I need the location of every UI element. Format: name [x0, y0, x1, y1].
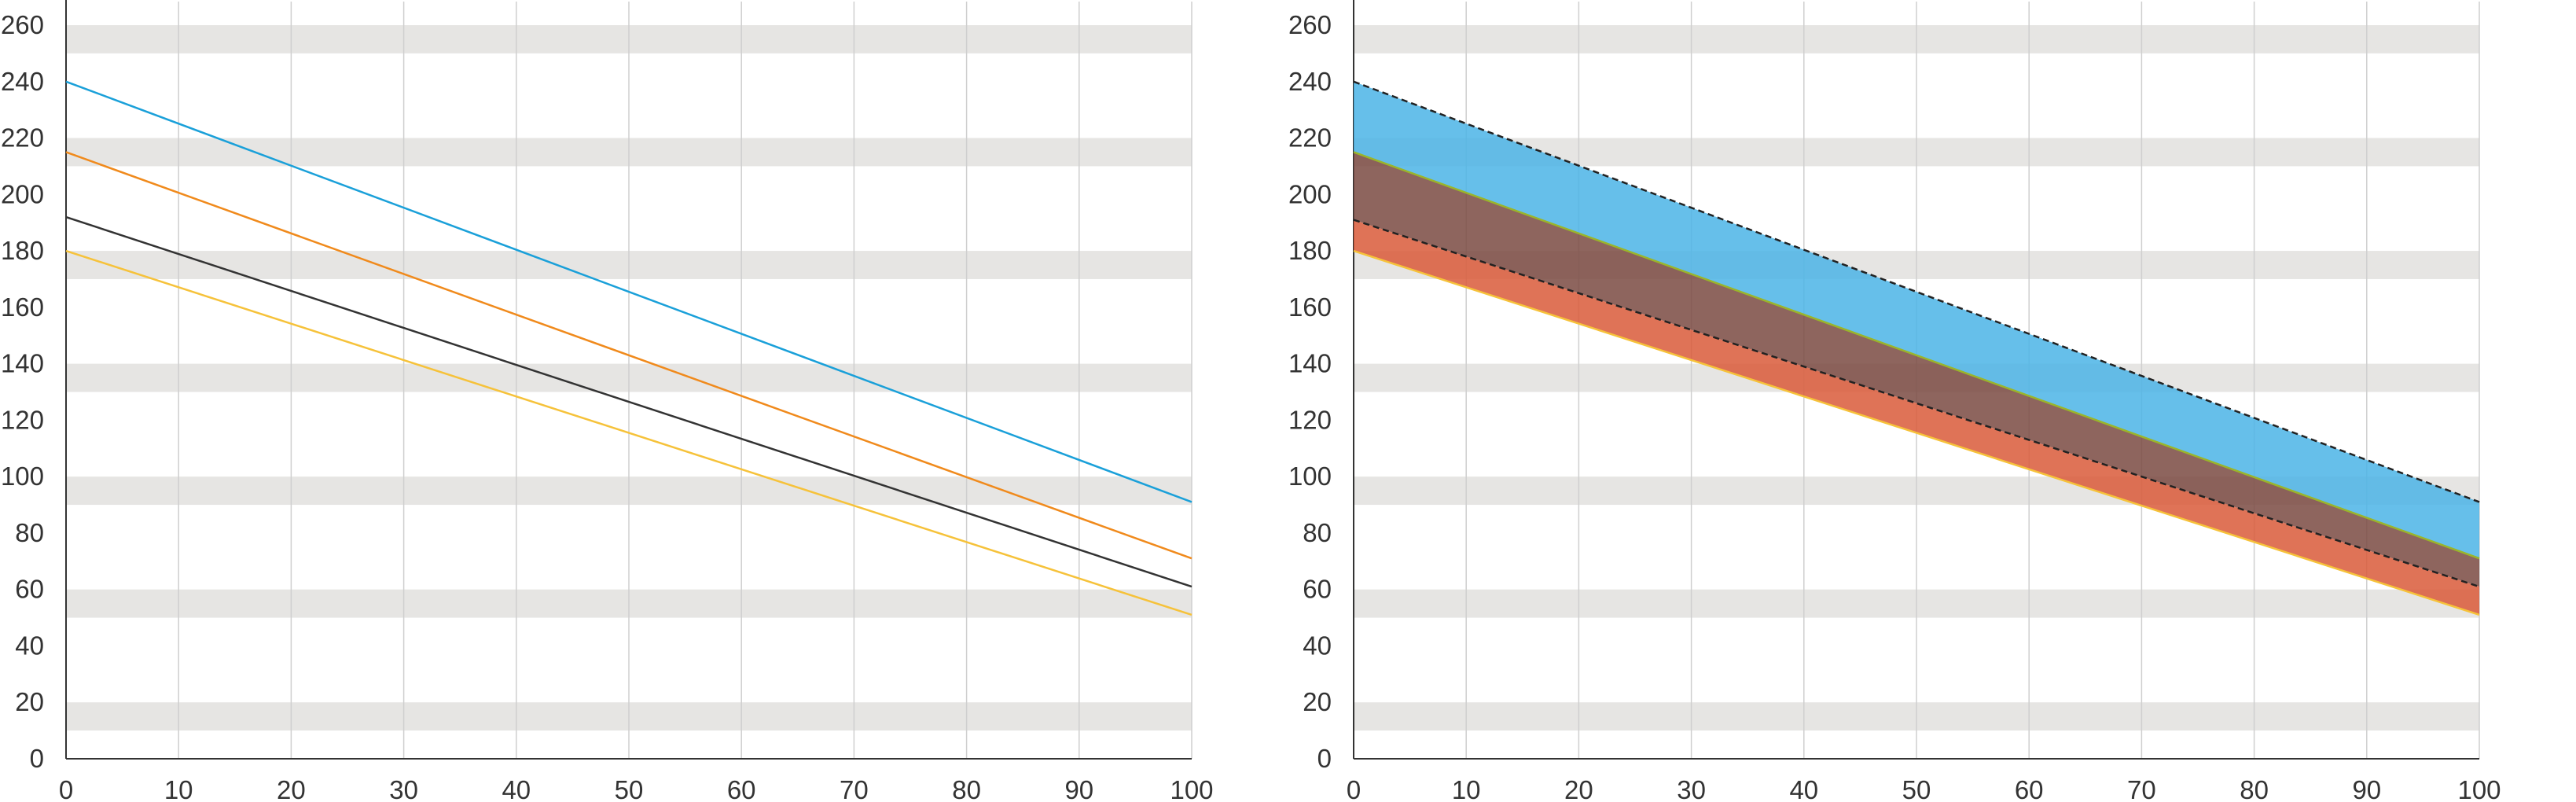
y-tick-label: 80: [1303, 518, 1332, 547]
x-tick-label: 70: [840, 775, 869, 802]
x-tick-label: 90: [1064, 775, 1093, 802]
area-band-1: [1354, 81, 2479, 559]
y-tick-label: 140: [1288, 349, 1332, 378]
y-tick-label: 220: [1288, 123, 1332, 153]
series-line-4: [65, 249, 1192, 616]
x-tick-label: 40: [502, 775, 531, 802]
x-tick-label: 30: [389, 775, 418, 802]
boundary-line-4: [1353, 249, 2480, 616]
area-chart: 0 20 40 60 80 100 120 140 160 180 200 220 240 260 0 10 2…: [1288, 0, 2501, 802]
x-tick-label: 0: [59, 775, 73, 802]
y-tick-label: 20: [15, 687, 44, 716]
x-tick-label: 40: [1789, 775, 1818, 802]
x-tick-label: 60: [727, 775, 756, 802]
series-line-2: [65, 151, 1192, 560]
x-tick-label: 10: [164, 775, 193, 802]
y-tick-label: 120: [1288, 405, 1332, 434]
boundary-line-2: [1353, 151, 2480, 560]
y-tick-label: 140: [1, 349, 44, 378]
y-tick-label: 260: [1288, 10, 1332, 39]
y-tick-label: 220: [1, 123, 44, 153]
y-tick-label: 40: [1303, 631, 1332, 660]
y-tick-label: 100: [1, 462, 44, 491]
y-tick-label: 120: [1, 405, 44, 434]
y-tick-label: 240: [1, 67, 44, 96]
y-tick-label: 240: [1288, 67, 1332, 96]
y-tick-label: 260: [1, 10, 44, 39]
x-tick-label: 60: [2015, 775, 2044, 802]
y-tick-label: 200: [1, 179, 44, 208]
x-tick-label: 30: [1677, 775, 1706, 802]
y-tick-label: 60: [1303, 575, 1332, 604]
series-line-1: [65, 80, 1192, 503]
x-tick-label: 100: [1170, 775, 1213, 802]
y-tick-label: 160: [1, 292, 44, 322]
x-tick-label: 90: [2352, 775, 2381, 802]
x-tick-label: 20: [1564, 775, 1593, 802]
x-tick-label: 50: [615, 775, 644, 802]
boundary-line-3: [1353, 219, 2480, 588]
x-tick-label: 10: [1452, 775, 1481, 802]
x-tick-label: 100: [2457, 775, 2501, 802]
y-tick-label: 20: [1303, 687, 1332, 716]
y-tick-label: 0: [30, 744, 44, 773]
x-tick-label: 80: [2240, 775, 2269, 802]
y-tick-label: 180: [1, 236, 44, 265]
y-tick-label: 60: [15, 575, 44, 604]
x-tick-label: 80: [952, 775, 981, 802]
line-chart: 0 20 40 60 80 100 120 140 160 180 200 220 240 260 0 10 2…: [1, 0, 1214, 802]
area-band-3: [1354, 219, 2479, 615]
x-tick-label: 50: [1902, 775, 1931, 802]
x-tick-label: 0: [1347, 775, 1361, 802]
y-tick-label: 160: [1288, 292, 1332, 322]
x-tick-label: 20: [277, 775, 306, 802]
plot-grid: [65, 0, 1192, 760]
y-tick-label: 0: [1317, 744, 1332, 773]
y-tick-label: 80: [15, 518, 44, 547]
x-tick-label: 70: [2127, 775, 2156, 802]
y-tick-label: 40: [15, 631, 44, 660]
boundary-line-1: [1353, 80, 2480, 503]
y-tick-label: 200: [1288, 179, 1332, 208]
y-tick-label: 180: [1288, 236, 1332, 265]
y-tick-label: 100: [1288, 462, 1332, 491]
series-line-3: [65, 215, 1192, 588]
area-band-2: [1354, 152, 2479, 587]
